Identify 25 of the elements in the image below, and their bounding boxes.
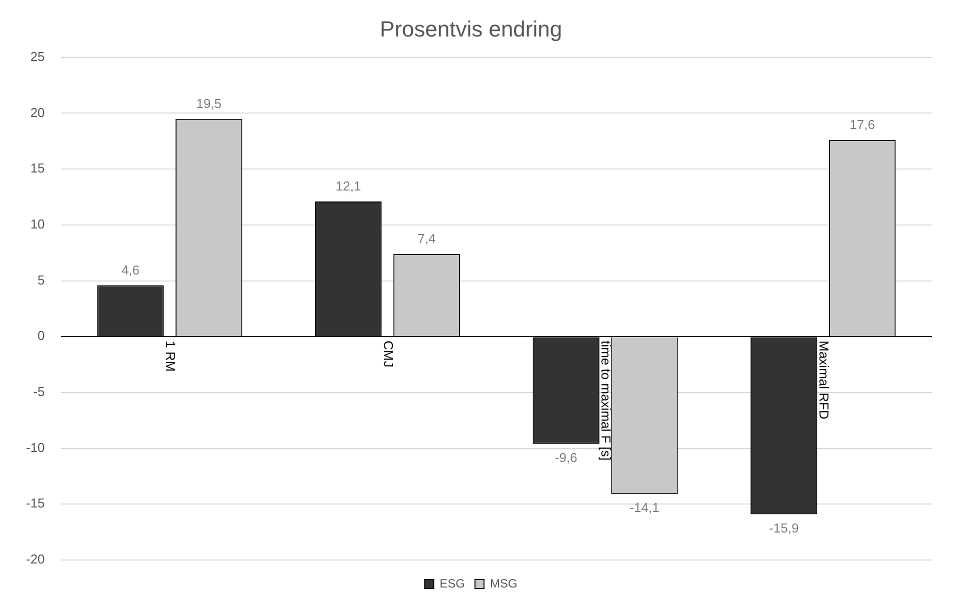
data-label: 4,6 <box>121 262 140 278</box>
data-label: -14,1 <box>630 500 660 516</box>
chart-title: Prosentvis endring <box>380 16 562 42</box>
y-tick-label: -15 <box>26 496 45 511</box>
x-tick-label: 1 RM <box>163 340 178 372</box>
data-label: 17,6 <box>850 117 875 132</box>
y-tick-label: 25 <box>30 48 45 64</box>
x-tick-label: Maximal RFD <box>816 340 832 420</box>
legend-label: MSG <box>490 576 518 590</box>
y-tick-label: 20 <box>30 104 45 120</box>
x-tick-label: CMJ <box>380 340 396 368</box>
data-label: -15,9 <box>769 520 799 536</box>
y-tick-label: 10 <box>30 216 45 232</box>
y-tick-label: 5 <box>38 272 45 288</box>
data-label: -9,6 <box>554 450 578 465</box>
x-tick-label: time to maximal F [s] <box>598 340 614 461</box>
y-tick-label: -20 <box>26 552 45 567</box>
data-label: 7,4 <box>418 231 436 246</box>
data-label: 12,1 <box>336 178 361 194</box>
y-tick-label: 15 <box>30 160 45 176</box>
y-tick-label: -10 <box>26 440 45 455</box>
y-tick-label: 0 <box>38 328 45 344</box>
legend-label: ESG <box>440 576 466 590</box>
y-tick-label: -5 <box>33 384 45 400</box>
data-label: 19,5 <box>196 96 222 111</box>
